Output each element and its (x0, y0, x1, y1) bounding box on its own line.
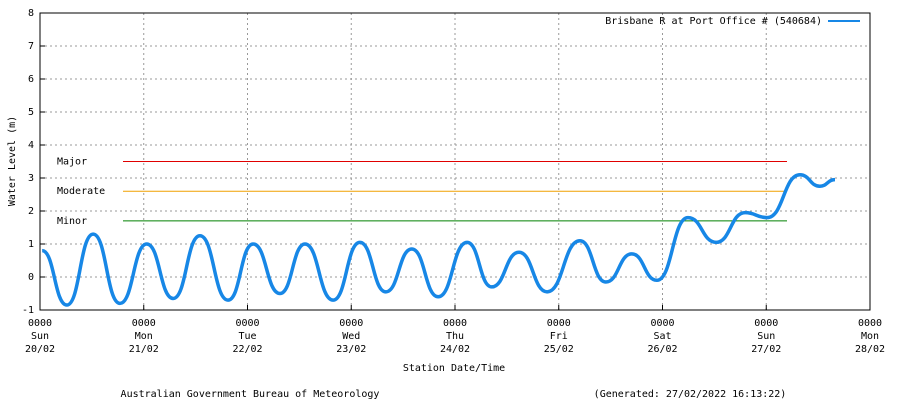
legend-label: Brisbane R at Port Office # (540684) (605, 16, 822, 27)
footer-left: Australian Government Bureau of Meteorol… (121, 389, 380, 400)
x-tick-label-line: Mon (135, 331, 153, 342)
x-tick-label: 0000 Thu 24/02 (440, 318, 470, 355)
x-tick-label-line: 28/02 (855, 344, 885, 355)
x-tick-label: 0000 Sun 20/02 (25, 318, 55, 355)
y-tick-label: 3 (28, 173, 34, 184)
y-tick-label: 4 (28, 140, 34, 151)
y-tick-label: 6 (28, 74, 34, 85)
x-tick-label-line: 0000 (235, 318, 259, 329)
y-tick-label: 2 (28, 206, 34, 217)
x-tick-label-line: 25/02 (544, 344, 574, 355)
x-tick-label-line: Fri (550, 331, 568, 342)
x-tick-label: 0000 Mon 21/02 (129, 318, 159, 355)
x-tick-label-line: 24/02 (440, 344, 470, 355)
x-tick-label-line: Sat (653, 331, 671, 342)
y-tick-label: 5 (28, 107, 34, 118)
x-tick-label-line: 22/02 (232, 344, 262, 355)
x-tick-label: 0000 Fri 25/02 (544, 318, 574, 355)
threshold-label: Moderate (57, 186, 105, 197)
x-tick-label: 0000 Sat 26/02 (647, 318, 677, 355)
x-tick-label-line: 0000 (28, 318, 52, 329)
threshold-label: Major (57, 157, 87, 168)
x-tick-label-line: 27/02 (751, 344, 781, 355)
x-tick-label-line: Sun (31, 331, 49, 342)
y-tick-label: 1 (28, 239, 34, 250)
x-tick-label-line: 0000 (132, 318, 156, 329)
x-tick-label: 0000 Mon 28/02 (855, 318, 885, 355)
x-tick-label-line: Tue (238, 331, 256, 342)
series-line (41, 172, 836, 307)
x-tick-label-line: 20/02 (25, 344, 55, 355)
x-tick-label-line: 0000 (547, 318, 571, 329)
x-tick-label-line: 23/02 (336, 344, 366, 355)
x-tick-label: 0000 Sun 27/02 (751, 318, 781, 355)
x-tick-label-line: Sun (757, 331, 775, 342)
threshold-label: Minor (57, 216, 87, 227)
y-tick-label: -1 (22, 305, 34, 316)
plot-frame (39, 12, 871, 311)
x-tick-label-line: Wed (342, 331, 360, 342)
x-tick-label-line: 0000 (858, 318, 882, 329)
x-tick-label-line: 0000 (650, 318, 674, 329)
x-tick-label: 0000 Wed 23/02 (336, 318, 366, 355)
x-tick-label-line: 21/02 (129, 344, 159, 355)
y-tick-label: 7 (28, 41, 34, 52)
x-tick-label: 0000 Tue 22/02 (232, 318, 262, 355)
y-tick-label: 0 (28, 272, 34, 283)
x-tick-label-line: 26/02 (647, 344, 677, 355)
x-tick-label-line: Mon (861, 331, 879, 342)
x-axis-label: Station Date/Time (403, 363, 505, 374)
footer-right: (Generated: 27/02/2022 16:13:22) (594, 389, 787, 400)
x-tick-label-line: 0000 (443, 318, 467, 329)
y-tick-label: 8 (28, 8, 34, 19)
y-axis-label: Water Level (m) (7, 116, 18, 206)
x-tick-label-line: 0000 (754, 318, 778, 329)
x-tick-label-line: Thu (446, 331, 464, 342)
x-tick-label-line: 0000 (339, 318, 363, 329)
